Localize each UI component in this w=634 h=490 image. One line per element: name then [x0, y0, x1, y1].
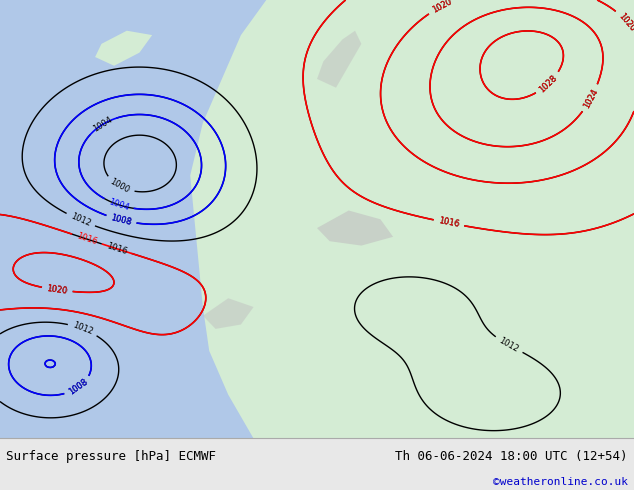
Text: 1020: 1020: [430, 0, 453, 15]
Text: 1008: 1008: [67, 377, 89, 397]
Text: 1020: 1020: [617, 11, 634, 33]
Text: 1012: 1012: [498, 336, 521, 354]
Text: 1012: 1012: [71, 321, 94, 337]
Text: 1028: 1028: [538, 73, 559, 94]
Text: 1004: 1004: [107, 197, 130, 212]
Text: ©weatheronline.co.uk: ©weatheronline.co.uk: [493, 477, 628, 487]
Polygon shape: [203, 298, 254, 329]
Text: 1016: 1016: [75, 231, 98, 246]
Text: 1024: 1024: [582, 87, 600, 110]
Text: 1020: 1020: [46, 284, 68, 295]
Polygon shape: [190, 0, 634, 439]
Text: 1016: 1016: [437, 217, 460, 229]
Text: Surface pressure [hPa] ECMWF: Surface pressure [hPa] ECMWF: [6, 450, 216, 463]
Polygon shape: [317, 31, 361, 88]
Text: 1016: 1016: [437, 217, 460, 229]
Text: Th 06-06-2024 18:00 UTC (12+54): Th 06-06-2024 18:00 UTC (12+54): [395, 450, 628, 463]
Text: 1016: 1016: [105, 241, 128, 256]
Polygon shape: [95, 31, 152, 66]
Text: 1024: 1024: [582, 87, 600, 110]
Text: 1000: 1000: [108, 177, 131, 196]
Text: 1008: 1008: [67, 377, 89, 397]
Text: 1020: 1020: [617, 11, 634, 33]
Text: 1020: 1020: [46, 284, 68, 295]
Text: 1020: 1020: [430, 0, 453, 15]
Text: 1012: 1012: [69, 212, 92, 228]
Text: 1008: 1008: [110, 213, 133, 227]
Polygon shape: [317, 211, 393, 245]
Text: 1008: 1008: [110, 213, 133, 227]
Text: 1004: 1004: [91, 115, 113, 134]
Text: 1028: 1028: [538, 73, 559, 94]
